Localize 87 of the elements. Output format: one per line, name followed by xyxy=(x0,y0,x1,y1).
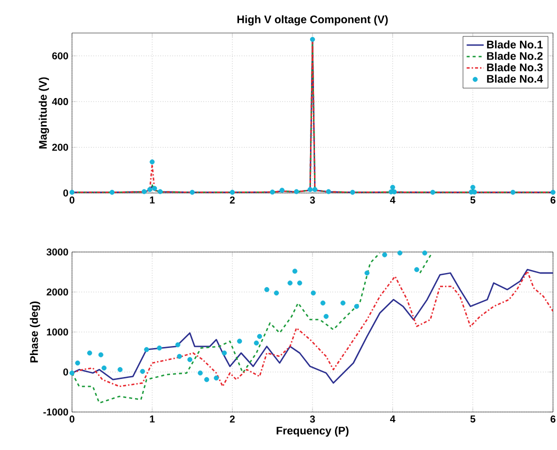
point xyxy=(175,342,180,348)
x-tick-label: 2 xyxy=(230,196,235,204)
y-tick-label: 0 xyxy=(63,189,68,197)
point xyxy=(230,190,235,195)
point xyxy=(550,190,556,195)
legend-label: Blade No.2 xyxy=(487,52,543,60)
point xyxy=(320,300,326,306)
point xyxy=(470,184,476,190)
x-tick-label: 6 xyxy=(550,416,556,423)
x-tick-label: 5 xyxy=(470,416,476,422)
point xyxy=(158,189,163,194)
y-axis-title: Magnitude (V) xyxy=(38,77,50,148)
point xyxy=(340,300,346,306)
point xyxy=(147,187,152,192)
point xyxy=(144,347,150,352)
legend-label: Blade No.3 xyxy=(487,63,543,72)
x-tick-label: 2 xyxy=(230,416,235,422)
y-tick-label: 3000 xyxy=(46,248,68,256)
point xyxy=(156,346,162,350)
point xyxy=(310,36,315,42)
x-tick-label: 0 xyxy=(70,416,74,423)
point xyxy=(70,190,74,195)
point xyxy=(150,159,155,164)
point xyxy=(288,280,293,286)
point xyxy=(190,190,195,195)
point xyxy=(87,350,92,356)
point xyxy=(176,354,182,359)
y-tick-label: 1000 xyxy=(46,328,68,336)
point xyxy=(397,250,402,256)
x-tick-label: 0 xyxy=(70,196,74,204)
point xyxy=(198,370,203,376)
x-tick-label: 4 xyxy=(390,416,396,422)
y-tick-label: -1000 xyxy=(43,408,68,416)
legend-label: Blade No.4 xyxy=(487,74,543,83)
point xyxy=(294,189,299,194)
point xyxy=(292,268,298,274)
y-tick-label: 400 xyxy=(52,98,68,106)
point xyxy=(274,290,279,296)
point xyxy=(430,190,436,195)
point xyxy=(254,340,259,346)
y-tick-label: 600 xyxy=(52,52,68,60)
point xyxy=(270,190,275,195)
y-tick-label: 200 xyxy=(52,144,68,151)
x-tick-label: 4 xyxy=(390,196,396,204)
y-axis-title: Phase (deg) xyxy=(30,301,40,362)
point xyxy=(142,189,147,194)
point xyxy=(70,370,74,376)
point xyxy=(326,189,332,194)
x-tick-label: 5 xyxy=(470,196,476,204)
y-tick-label: 0 xyxy=(63,368,68,376)
point xyxy=(75,360,80,366)
point xyxy=(308,187,313,192)
y-tick-label: 2000 xyxy=(46,288,68,296)
point xyxy=(204,377,210,382)
x-tick-label: 3 xyxy=(310,416,315,423)
point xyxy=(237,338,242,344)
point xyxy=(118,367,123,372)
point xyxy=(140,368,146,374)
point xyxy=(264,287,270,292)
point xyxy=(390,184,396,190)
point xyxy=(310,290,316,296)
x-tick-label: 1 xyxy=(150,196,155,204)
point xyxy=(312,187,318,192)
point xyxy=(350,190,356,195)
x-tick-label: 1 xyxy=(150,416,155,422)
x-tick-label: 6 xyxy=(550,196,556,204)
point xyxy=(152,186,158,191)
point xyxy=(102,366,107,370)
point xyxy=(414,267,420,272)
x-axis-title: Frequency (P) xyxy=(276,426,348,437)
point xyxy=(110,190,115,195)
point xyxy=(214,376,219,380)
point xyxy=(354,304,360,309)
point xyxy=(98,352,104,358)
point xyxy=(364,270,370,276)
legend-label: Blade No.1 xyxy=(487,40,543,48)
point xyxy=(510,190,516,195)
point xyxy=(382,252,388,258)
point xyxy=(280,188,285,193)
point xyxy=(222,350,227,356)
point xyxy=(297,280,302,286)
point xyxy=(422,250,428,256)
x-tick-label: 3 xyxy=(310,196,315,204)
point xyxy=(187,357,192,362)
chart-title: High V oltage Component (V) xyxy=(237,15,388,26)
point xyxy=(257,334,262,339)
point xyxy=(324,314,329,319)
